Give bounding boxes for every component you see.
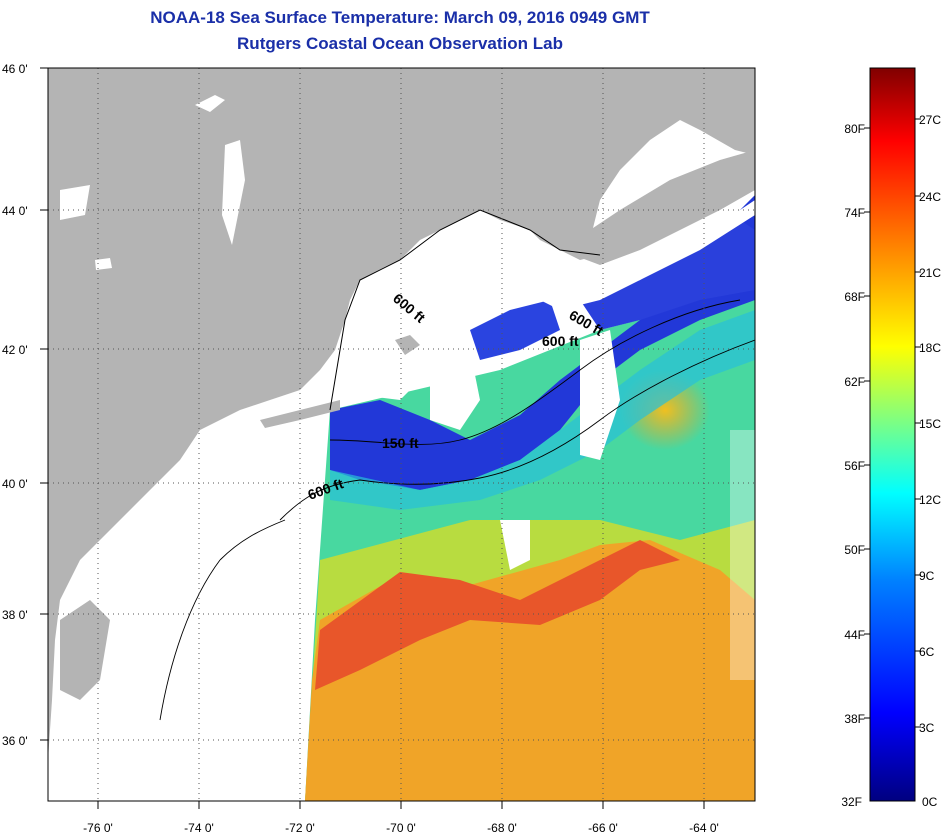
lon-tick-label: -64 0' <box>689 821 719 835</box>
lat-tick-label: 38 0' <box>2 608 28 622</box>
colorbar-ticks <box>864 118 921 728</box>
graticule <box>48 68 755 801</box>
lon-tick-label: -76 0' <box>83 821 113 835</box>
colorbar-f-label: 50F <box>844 543 865 557</box>
lon-tick-label: -66 0' <box>588 821 618 835</box>
map-title: NOAA-18 Sea Surface Temperature: March 0… <box>150 8 650 27</box>
colorbar-celsius-labels: 27C 24C 21C 18C 15C 12C 9C 6C 3C 0C <box>919 113 941 809</box>
colorbar-f-label: 44F <box>844 628 865 642</box>
colorbar-f-label: 62F <box>844 375 865 389</box>
colorbar-c-label: 3C <box>919 721 935 735</box>
map-subtitle: Rutgers Coastal Ocean Observation Lab <box>237 34 563 53</box>
colorbar-c-label: 9C <box>919 569 935 583</box>
colorbar-c-label: 27C <box>919 113 941 127</box>
colorbar-fahrenheit-labels: 80F 74F 68F 62F 56F 50F 44F 38F 32F <box>841 122 865 809</box>
colorbar-c-label: 0C <box>922 795 938 809</box>
coastline <box>329 209 601 411</box>
map-area: 600 ft 600 ft 600 ft 150 ft 600 ft <box>48 68 755 801</box>
isobath-label: 600 ft <box>542 333 579 349</box>
lat-tick-label: 46 0' <box>2 62 28 76</box>
colorbar-f-label: 80F <box>844 122 865 136</box>
colorbar-c-label: 15C <box>919 417 941 431</box>
lon-tick-label: -74 0' <box>184 821 214 835</box>
colorbar-f-label: 74F <box>844 206 865 220</box>
colorbar-f-label: 38F <box>844 712 865 726</box>
longitude-labels: -76 0' -74 0' -72 0' -70 0' -68 0' -66 0… <box>83 821 719 835</box>
latitude-labels: 46 0' 44 0' 42 0' 40 0' 38 0' 36 0' <box>2 62 28 748</box>
lat-tick-label: 44 0' <box>2 204 28 218</box>
land <box>48 68 755 760</box>
colorbar-c-label: 24C <box>919 190 941 204</box>
axis-ticks <box>40 67 705 809</box>
colorbar-c-label: 6C <box>919 645 935 659</box>
colorbar-c-label: 12C <box>919 493 941 507</box>
colorbar-f-label: 56F <box>844 459 865 473</box>
lat-tick-label: 42 0' <box>2 343 28 357</box>
lakes <box>60 95 245 270</box>
isobath-label: 150 ft <box>382 435 419 451</box>
colorbar <box>869 67 916 802</box>
lat-tick-label: 36 0' <box>2 734 28 748</box>
colorbar-c-label: 21C <box>919 266 941 280</box>
lon-tick-label: -70 0' <box>386 821 416 835</box>
isobath-contours <box>159 299 755 721</box>
colorbar-f-label: 68F <box>844 290 865 304</box>
colorbar-f-label: 32F <box>841 795 862 809</box>
colorbar-c-label: 18C <box>919 341 941 355</box>
lat-tick-label: 40 0' <box>2 477 28 491</box>
lon-tick-label: -72 0' <box>285 821 315 835</box>
lon-tick-label: -68 0' <box>487 821 517 835</box>
